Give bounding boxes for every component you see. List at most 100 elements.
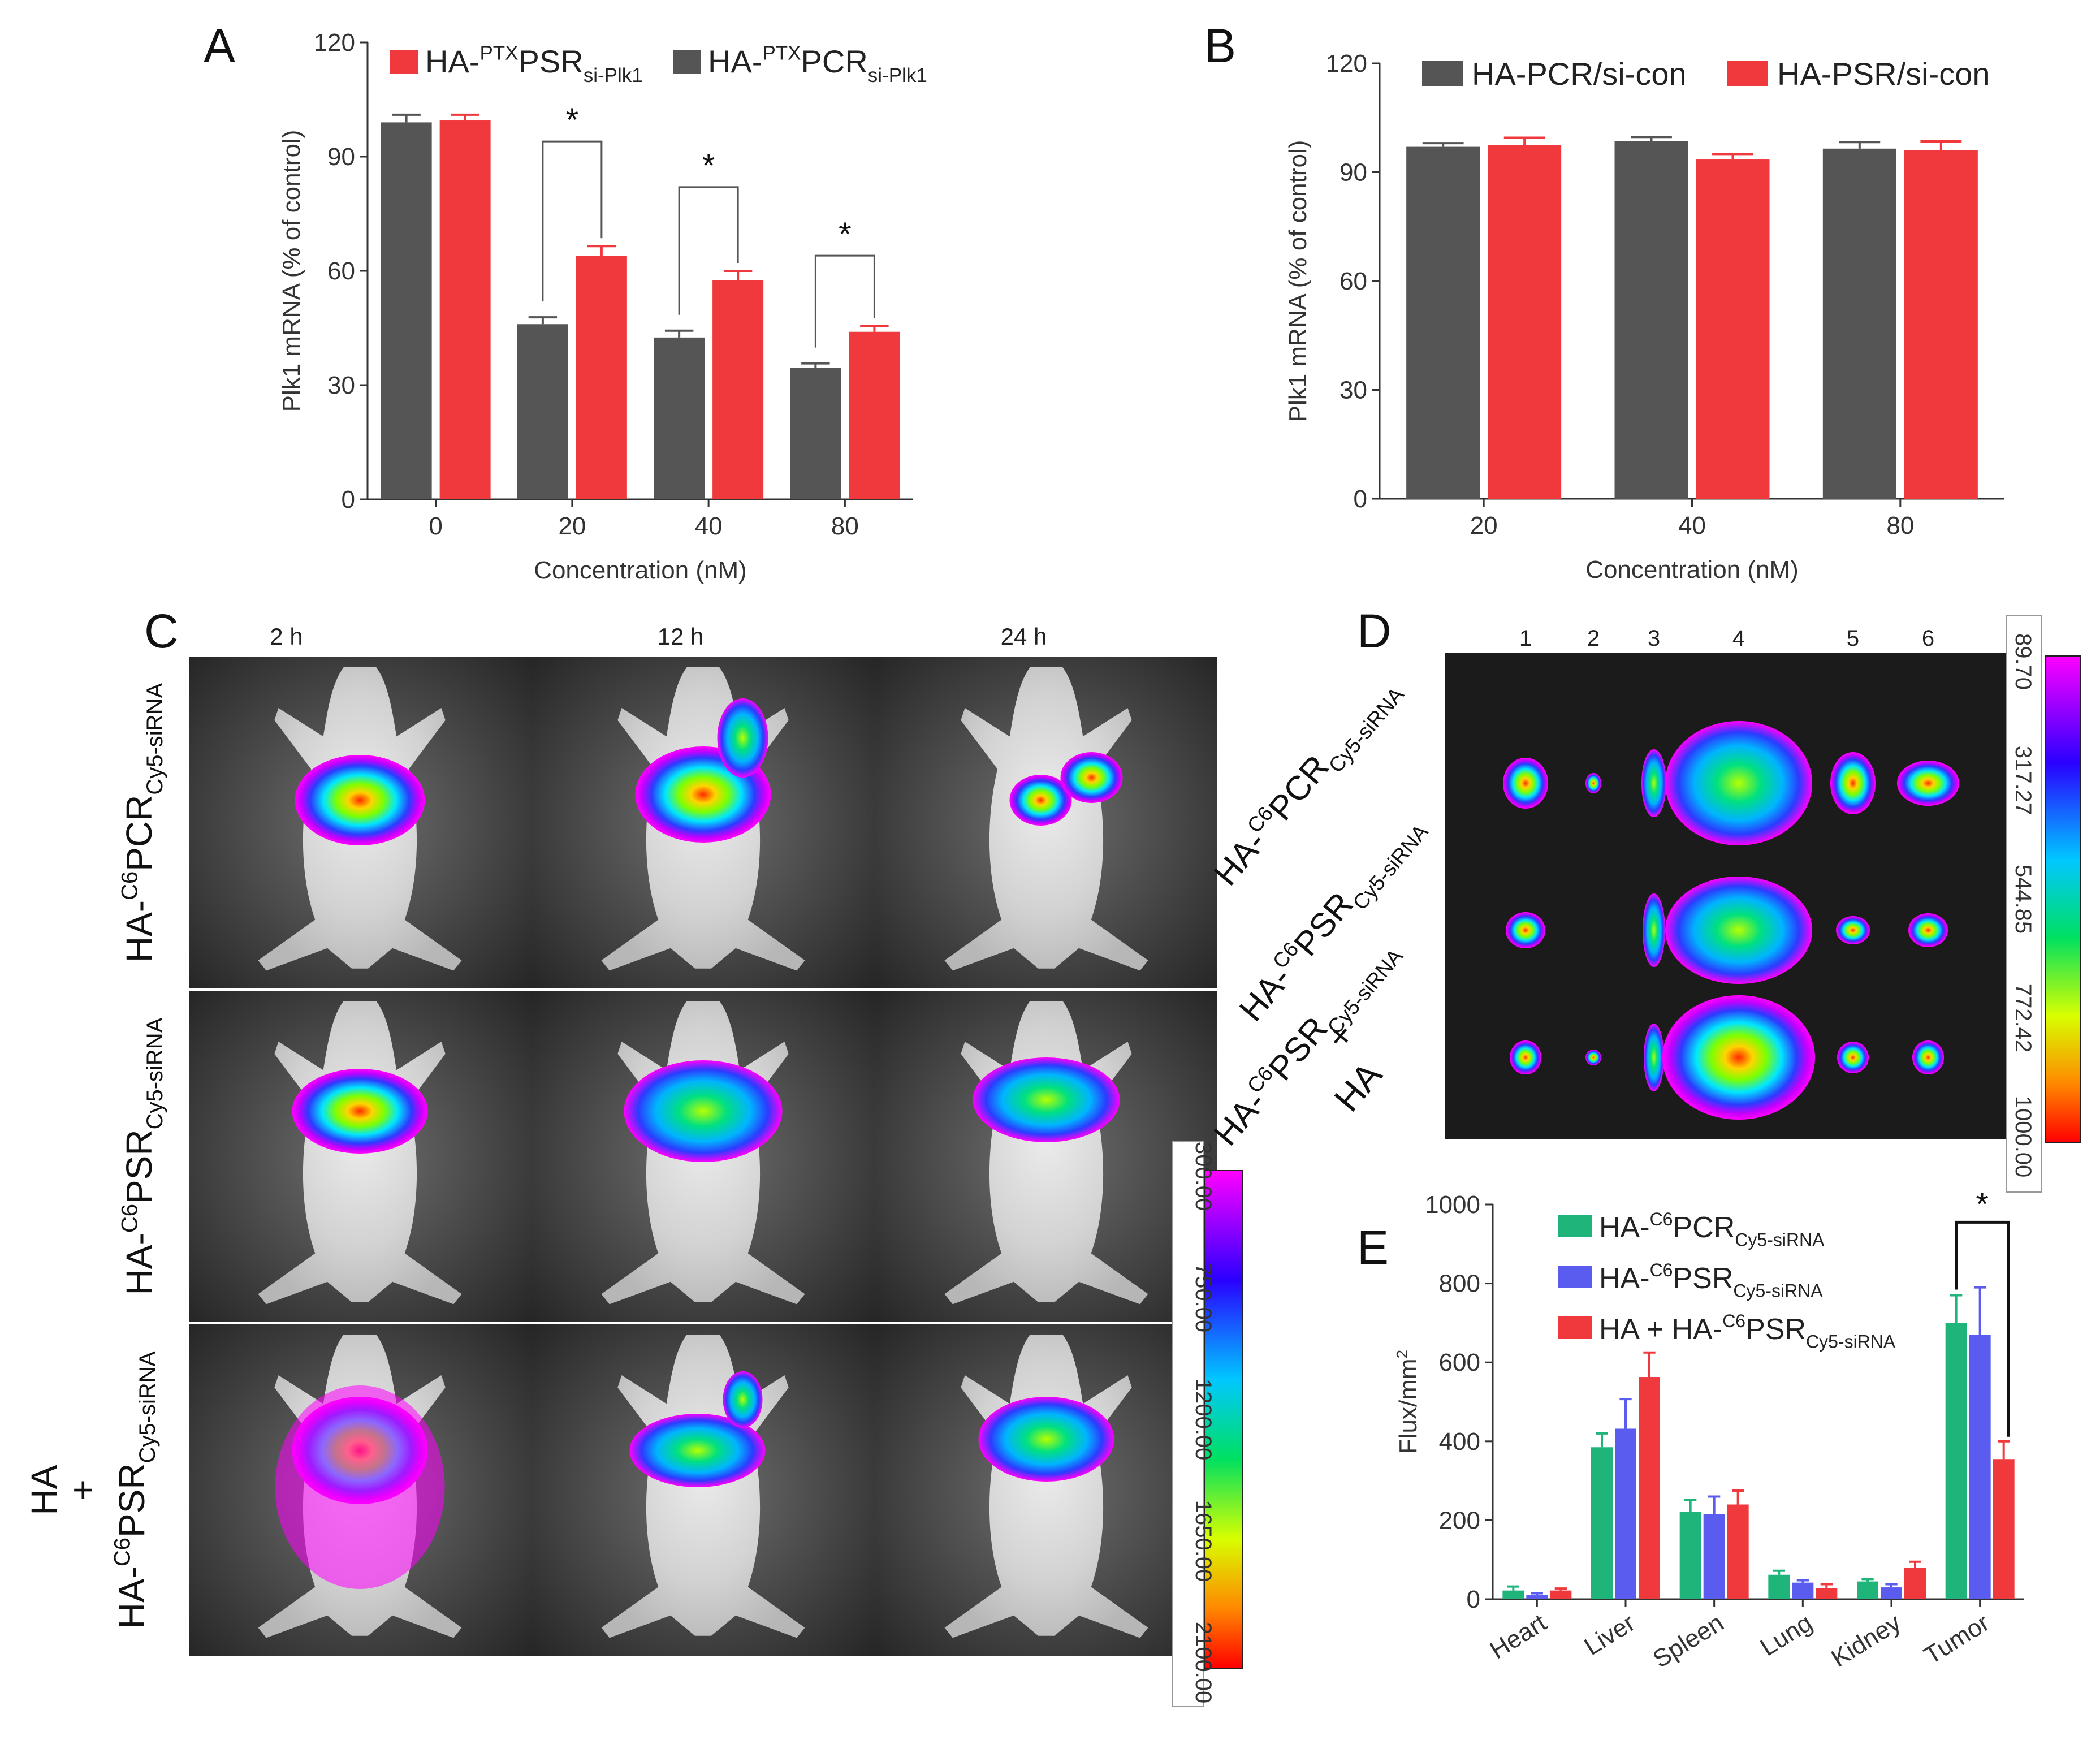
panel-letter-c: C [144, 605, 179, 658]
bar [1696, 159, 1770, 499]
legend-swatch [673, 50, 701, 74]
bar [1614, 141, 1688, 499]
bar [1406, 146, 1480, 499]
organ-signal [1662, 995, 1815, 1120]
fluorescence-signal [1009, 775, 1072, 826]
bar [849, 331, 900, 499]
x-tick-label: 80 [831, 512, 859, 540]
y-tick-label: 30 [327, 372, 355, 399]
bar [1945, 1323, 1967, 1599]
bar [1904, 1568, 1926, 1599]
x-tick-label: Tumor [1920, 1609, 1994, 1670]
y-axis-title: Flux/mm2 [1393, 1350, 1422, 1454]
panel-c: C 2 h 12 h 24 h HA-C6PCRCy5-siRNA HA-C6PSRCy… [24, 605, 1243, 1707]
organ-signal [1837, 1042, 1869, 1073]
panel-e: E 0 200 400 600 800 1000 Heart Liver Spleen Lung K… [1357, 1186, 2024, 1673]
organ-number: 5 [1847, 626, 1859, 651]
bar [1591, 1447, 1613, 1599]
x-axis-title: Concentration (nM) [534, 556, 747, 584]
bar [712, 280, 764, 499]
organ-signal [1908, 913, 1948, 947]
bar [1488, 145, 1562, 499]
colorbar-tick-label: 300.00 [1191, 1142, 1216, 1211]
row-label: HA-C6PSRCy5-siRNA [117, 1017, 167, 1295]
colorbar-label-box [1172, 1141, 1204, 1707]
legend-label: HA-PSR/si-con [1777, 56, 1990, 92]
organ-signal [1585, 1050, 1601, 1065]
organ-signal [1830, 752, 1876, 814]
mouse-silhouette [944, 1335, 1148, 1638]
organ-number: 1 [1519, 626, 1532, 651]
organ-number: 3 [1648, 626, 1660, 651]
colorbar-tick-label: 1000.00 [2011, 1096, 2036, 1178]
organ-signal [1643, 893, 1665, 967]
colorbar [1204, 1170, 1243, 1669]
legend-label: HA-PCR/si-con [1472, 56, 1687, 92]
y-tick-label: 0 [1354, 485, 1367, 513]
significance-bracket [542, 140, 603, 302]
y-tick-label: 200 [1439, 1506, 1480, 1534]
organ-signal [1641, 749, 1666, 817]
organ-signal [1644, 1024, 1664, 1091]
y-tick-label: 0 [342, 486, 355, 513]
legend-label: HA-PTXPCRsi-Plk1 [708, 42, 927, 87]
y-axis-title: Plk1 mRNA (% of control) [278, 130, 305, 412]
significance-bracket [814, 254, 875, 348]
y-tick-label: 600 [1439, 1349, 1480, 1376]
row-label: HA-C6PCRCy5-siRNA [1205, 668, 1408, 897]
x-tick-label: 80 [1886, 512, 1914, 539]
y-tick-label: 1000 [1425, 1191, 1480, 1219]
panel-letter-b: B [1204, 19, 1236, 72]
legend-swatch [1422, 61, 1463, 86]
row-label-suffix: HA [1326, 1054, 1390, 1119]
chart-a: 0 30 60 90 120 0 20 40 80 Plk1 mRNA (% of control… [278, 29, 927, 584]
timepoint-label: 12 h [658, 623, 704, 650]
organ-signal [1510, 1040, 1541, 1074]
bar [1615, 1428, 1636, 1599]
bar [1526, 1595, 1548, 1599]
x-tick-label: Liver [1579, 1609, 1640, 1661]
significance-bracket [678, 186, 739, 315]
row-label-prefix: HA [24, 1465, 64, 1515]
x-tick-label: 40 [695, 512, 723, 540]
x-tick-label: 20 [558, 512, 586, 540]
legend-swatch [1558, 1215, 1592, 1237]
timepoint-label: 2 h [270, 623, 303, 650]
x-tick-label: Kidney [1826, 1609, 1905, 1673]
colorbar-tick-label: 544.85 [2011, 865, 2036, 934]
timepoint-label: 24 h [1001, 623, 1047, 650]
x-tick-label: Spleen [1648, 1609, 1729, 1673]
organ-signal [1665, 877, 1812, 984]
x-tick-label: 0 [429, 512, 442, 540]
colorbar-tick-label: 1650.00 [1191, 1500, 1216, 1582]
x-tick-label: 20 [1470, 512, 1498, 539]
panel-letter-d: D [1357, 605, 1392, 658]
y-tick-label: 90 [1339, 159, 1367, 187]
colorbar-tick-label: 750.00 [1191, 1263, 1216, 1332]
organ-signal [1897, 761, 1959, 806]
fluorescence-signal [1060, 752, 1123, 803]
chart-e: 0 200 400 600 800 1000 Heart Liver Spleen Lung Kid… [1393, 1186, 2024, 1673]
legend-label: HA + HA-C6PSRCy5-siRNA [1599, 1311, 1896, 1352]
colorbar-tick-label: 2100.00 [1191, 1622, 1216, 1704]
bar [1679, 1512, 1701, 1599]
panel-letter-e: E [1357, 1221, 1389, 1274]
organ-signal [1503, 758, 1548, 809]
y-tick-label: 90 [327, 143, 355, 171]
bar [381, 122, 432, 499]
significance-star: * [702, 148, 715, 184]
organ-signal [1506, 912, 1545, 948]
colorbar-label-box [2006, 615, 2042, 1193]
bar [439, 120, 491, 500]
x-tick-label: Lung [1756, 1609, 1817, 1661]
bar [1502, 1590, 1524, 1599]
bar [1816, 1588, 1838, 1599]
significance-star: * [566, 102, 579, 139]
fluorescence-signal [717, 698, 768, 778]
bar [1857, 1581, 1878, 1599]
y-tick-label: 120 [1326, 50, 1367, 77]
bar [1768, 1574, 1790, 1599]
legend-swatch [390, 50, 418, 74]
legend-swatch [1558, 1316, 1592, 1339]
